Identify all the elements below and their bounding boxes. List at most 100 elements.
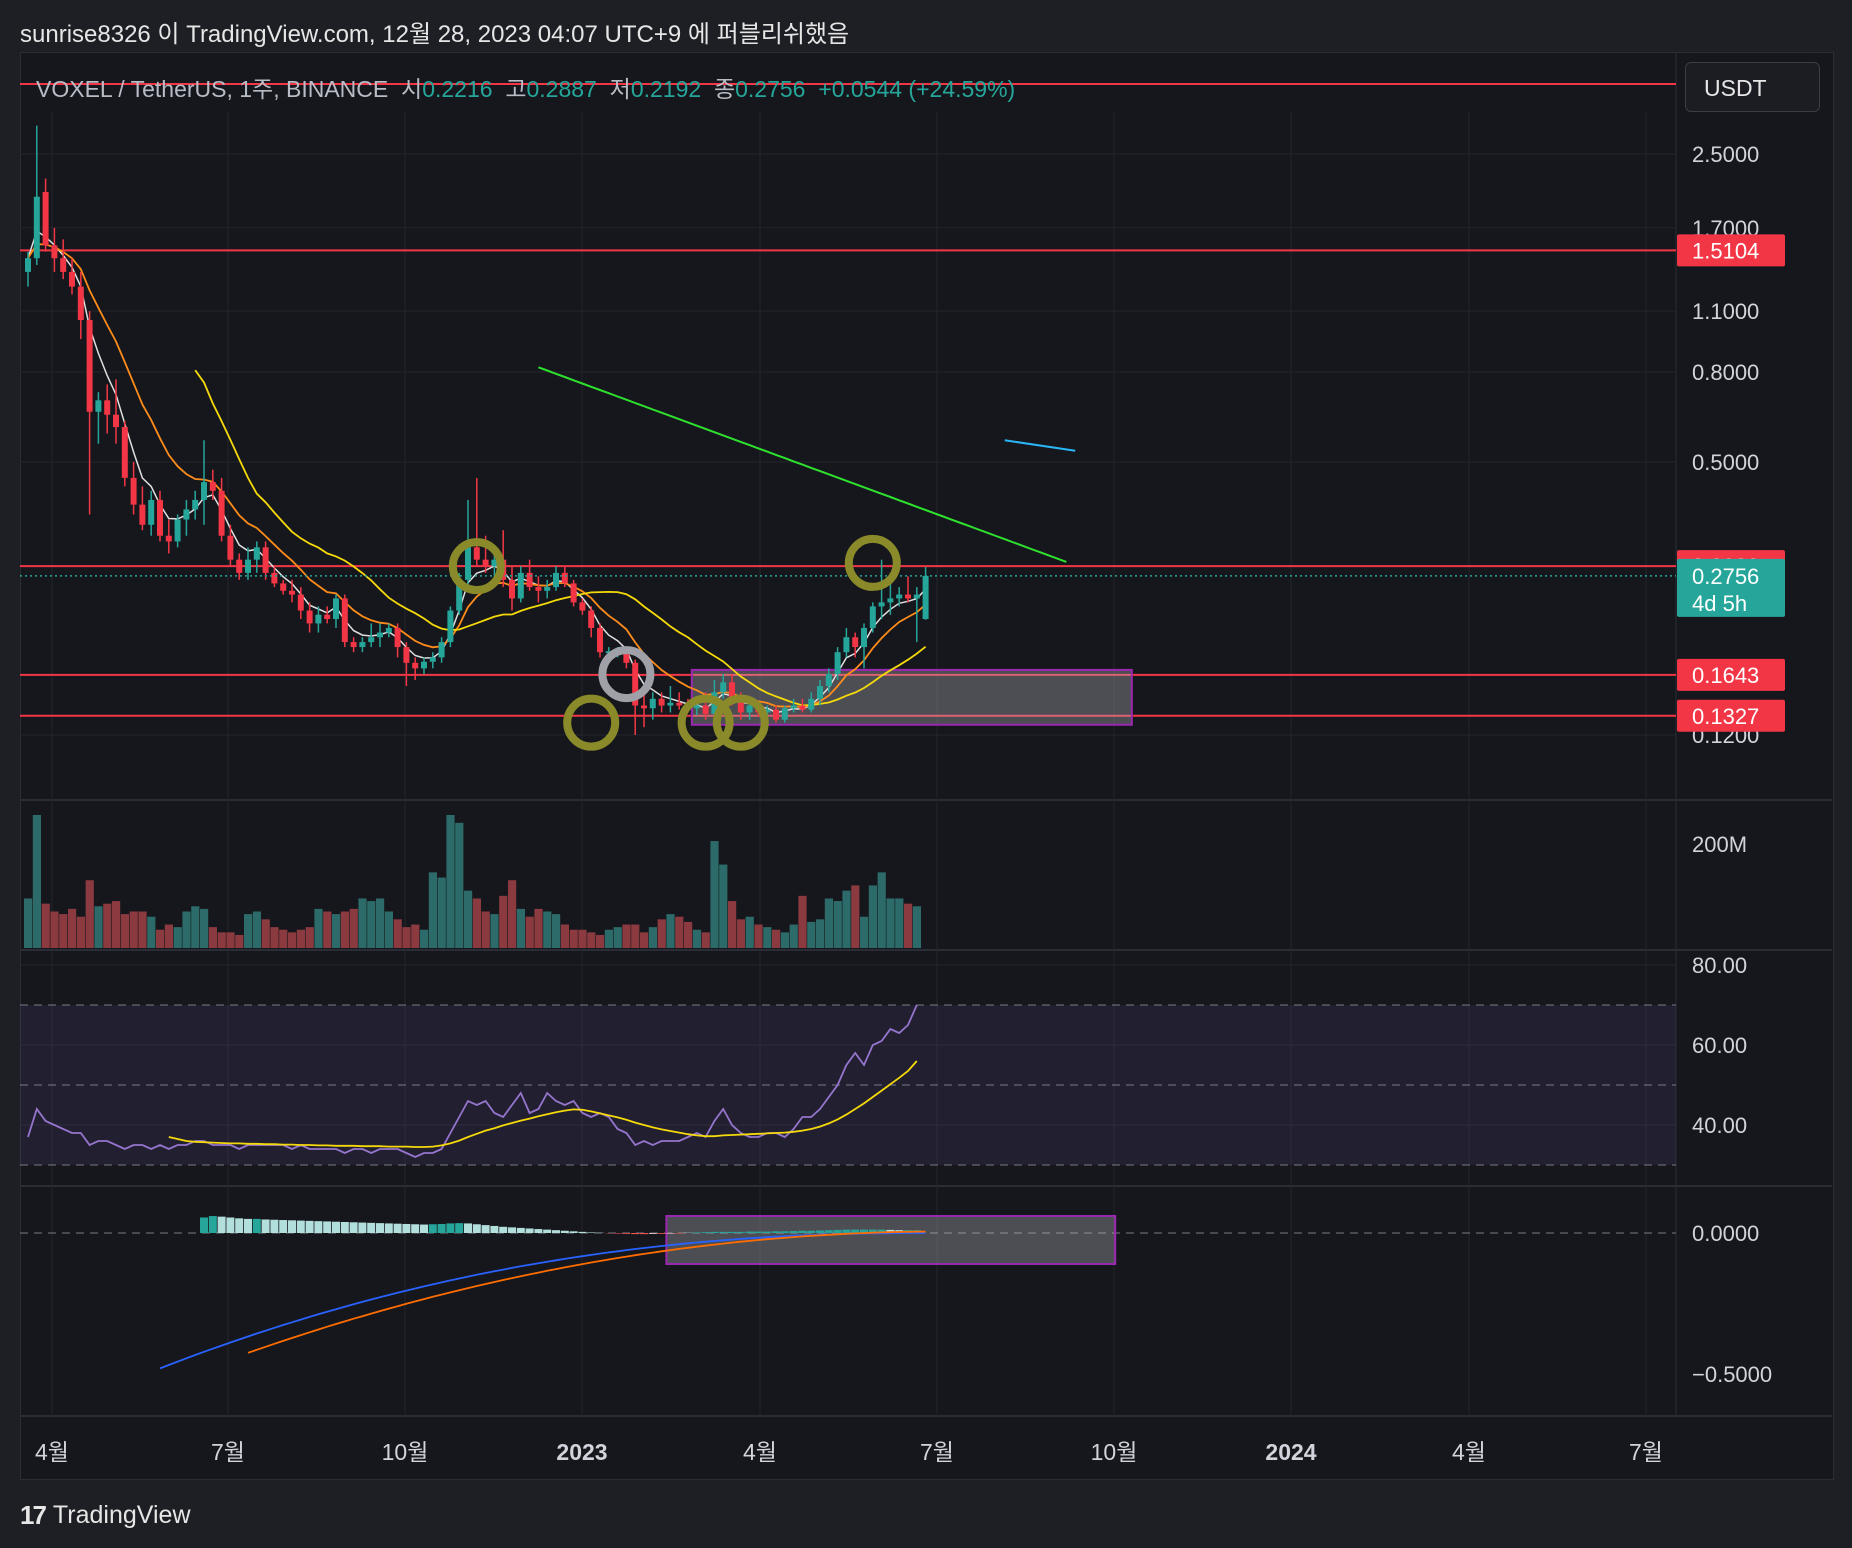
candle-body <box>473 547 480 560</box>
candle-body <box>834 652 841 675</box>
candle-body <box>315 614 322 624</box>
candle-body <box>817 686 823 699</box>
volume-bar <box>323 911 332 948</box>
candle-body <box>218 490 225 536</box>
volume-bar <box>780 932 789 948</box>
macd-histogram-bar <box>349 1222 358 1233</box>
footer-brand[interactable]: 17 TradingView <box>20 1500 191 1531</box>
candle-body <box>385 627 392 633</box>
volume-bar <box>816 919 825 948</box>
macd-tick-label: 0.0000 <box>1692 1221 1759 1246</box>
candle-body <box>544 587 551 591</box>
volume-bar <box>244 914 253 948</box>
volume-bar <box>103 903 112 948</box>
volume-bar <box>50 911 59 948</box>
volume-bar <box>666 914 675 948</box>
volume-bar <box>411 924 420 948</box>
time-axis-label: 2024 <box>1265 1439 1316 1465</box>
volume-bar <box>578 929 587 948</box>
macd-histogram-bar <box>367 1222 376 1233</box>
time-axis-label: 4월 <box>1452 1439 1486 1465</box>
volume-bar <box>692 929 701 948</box>
macd-histogram-bar <box>217 1216 226 1233</box>
macd-tick-label: −0.5000 <box>1692 1362 1772 1387</box>
level-label-box <box>1677 699 1785 732</box>
low-value: 0.2192 <box>630 76 702 102</box>
high-value: 0.2887 <box>526 76 597 102</box>
volume-bar <box>772 929 781 948</box>
symbol-info-bar: VOXEL / TetherUS, 1주, BINANCE 시0.2216 고0… <box>36 70 1015 104</box>
candle-body <box>825 674 832 687</box>
volume-bar <box>675 916 684 948</box>
volume-bar <box>446 815 455 948</box>
macd-histogram-bar <box>657 1233 666 1234</box>
close-label: 종 <box>713 76 736 102</box>
macd-histogram-bar <box>780 1231 789 1233</box>
volume-bar <box>745 916 754 948</box>
symbol-name[interactable]: VOXEL / TetherUS, 1주, BINANCE <box>36 76 389 102</box>
ma-green-line <box>538 366 1067 563</box>
macd-histogram-bar <box>560 1230 569 1233</box>
volume-bar <box>710 841 719 948</box>
volume-bar <box>191 906 200 948</box>
volume-bar <box>349 908 358 948</box>
macd-zone-box <box>665 1215 1117 1265</box>
macd-histogram-bar <box>490 1225 499 1233</box>
macd-histogram-bar <box>587 1232 596 1233</box>
macd-histogram-bar <box>437 1223 446 1233</box>
macd-signal-line <box>247 1230 926 1354</box>
volume-bar <box>138 911 147 948</box>
volume-bar <box>516 908 525 948</box>
candle-body <box>887 598 894 603</box>
candle-body <box>341 598 348 643</box>
macd-histogram-bar <box>261 1219 270 1233</box>
volume-bar <box>340 911 349 948</box>
candle-body <box>861 627 867 648</box>
current-price-box <box>1677 558 1785 617</box>
macd-histogram-bar <box>692 1232 701 1233</box>
volume-bar <box>164 924 173 948</box>
candle-body <box>869 606 876 628</box>
candle-body <box>808 698 815 710</box>
candle-body <box>852 637 859 648</box>
volume-bar <box>464 890 473 948</box>
volume-bar <box>428 872 437 948</box>
volume-bar <box>886 898 895 948</box>
candle-body <box>438 642 445 658</box>
volume-bar <box>455 822 464 948</box>
volume-bar <box>552 914 561 948</box>
time-axis-label: 4월 <box>743 1439 777 1465</box>
volume-bar <box>279 929 288 948</box>
macd-histogram-bar <box>728 1231 736 1233</box>
current-price-label: 0.2756 <box>1692 564 1759 589</box>
volume-bar <box>622 924 631 948</box>
macd-histogram-bar <box>420 1224 428 1233</box>
currency-selector[interactable]: USDT <box>1685 62 1820 112</box>
volume-bar <box>833 901 842 948</box>
macd-histogram-bar <box>446 1223 455 1233</box>
candle-body <box>130 477 137 505</box>
macd-histogram-bar <box>296 1220 305 1233</box>
candle-body <box>491 559 498 567</box>
candle-body <box>922 575 929 620</box>
candle-body <box>465 547 471 580</box>
volume-bar <box>613 927 622 948</box>
macd-histogram-bar <box>772 1231 780 1233</box>
macd-histogram-bar <box>279 1220 288 1233</box>
volume-bar <box>420 929 429 948</box>
macd-histogram-bar <box>384 1223 393 1233</box>
macd-histogram-bar <box>455 1223 464 1233</box>
candle-body <box>570 583 577 603</box>
macd-histogram-bar <box>613 1233 622 1234</box>
time-axis-label: 7월 <box>1629 1439 1663 1465</box>
annotation-circle <box>712 694 769 751</box>
volume-bar <box>525 916 534 948</box>
macd-histogram-bar <box>754 1231 763 1233</box>
candle-body <box>280 583 287 591</box>
candle-body <box>245 559 251 573</box>
volume-bar <box>41 903 50 948</box>
candle-body <box>51 245 58 259</box>
publication-info: sunrise8326 이 TradingView.com, 12월 28, 2… <box>20 21 850 48</box>
volume-bar <box>719 864 728 948</box>
